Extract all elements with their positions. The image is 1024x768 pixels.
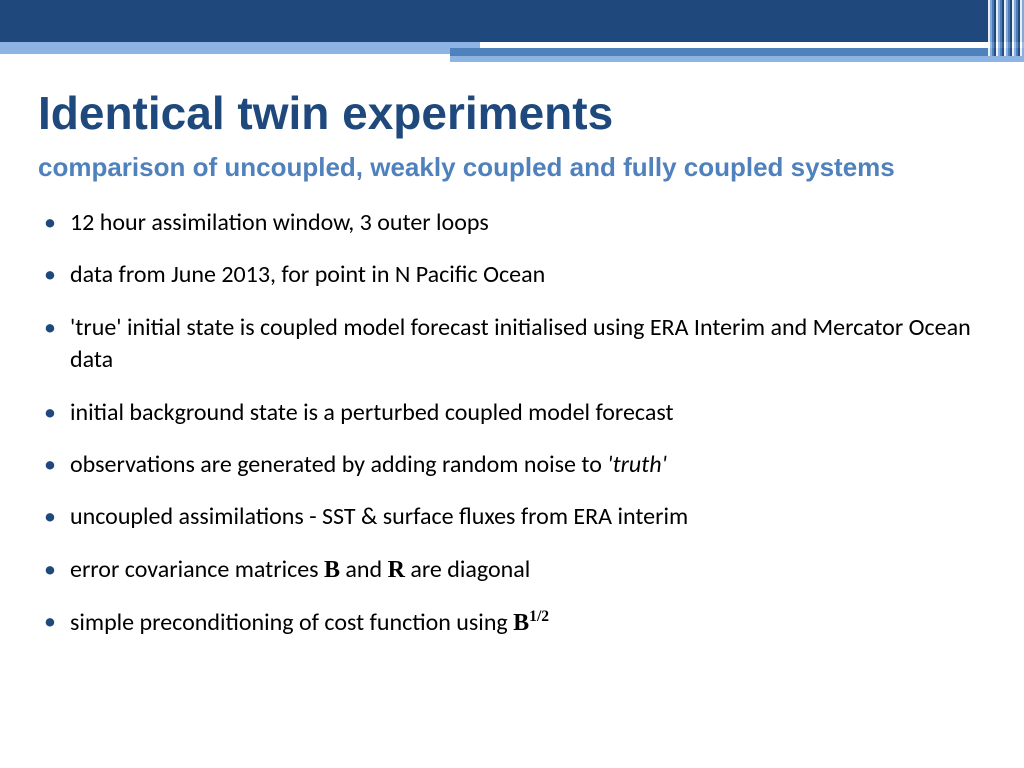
header-accent-mid [450, 48, 1024, 56]
bullet-text: are diagonal [405, 555, 530, 584]
bullet-text: error covariance matrices [70, 555, 324, 584]
list-item: data from June 2013, for point in N Paci… [42, 259, 986, 291]
math-symbol: B [324, 557, 340, 583]
list-item: 'true' initial state is coupled model fo… [42, 312, 986, 377]
bullet-text: uncoupled assimilations - SST & surface … [70, 502, 688, 531]
bullet-text: simple preconditioning of cost function … [70, 608, 513, 637]
list-item: observations are generated by adding ran… [42, 449, 986, 481]
list-item: simple preconditioning of cost function … [42, 606, 986, 639]
slide-title: Identical twin experiments [38, 86, 986, 140]
math-symbol: R [388, 557, 405, 583]
list-item: 12 hour assimilation window, 3 outer loo… [42, 207, 986, 239]
italic-text: 'truth' [607, 450, 667, 479]
list-item: uncoupled assimilations - SST & surface … [42, 501, 986, 533]
bullet-list: 12 hour assimilation window, 3 outer loo… [38, 207, 986, 640]
math-superscript: 1/2 [529, 608, 549, 625]
list-item: error covariance matrices B and R are di… [42, 554, 986, 586]
header-band [0, 0, 1024, 42]
bullet-text: 'true' initial state is coupled model fo… [70, 313, 971, 374]
bullet-text: data from June 2013, for point in N Paci… [70, 260, 545, 289]
bullet-text: initial background state is a perturbed … [70, 398, 674, 427]
header-stripes-icon [988, 0, 1024, 56]
bullet-text: and [340, 555, 388, 584]
header-accent-light [0, 42, 480, 54]
bullet-text: 12 hour assimilation window, 3 outer loo… [70, 208, 489, 237]
bullet-text: observations are generated by adding ran… [70, 450, 607, 479]
list-item: initial background state is a perturbed … [42, 397, 986, 429]
slide-subtitle: comparison of uncoupled, weakly coupled … [38, 152, 986, 183]
header-accent-lower [450, 56, 1024, 62]
math-symbol: B [513, 610, 529, 636]
slide-content: Identical twin experiments comparison of… [38, 86, 986, 660]
